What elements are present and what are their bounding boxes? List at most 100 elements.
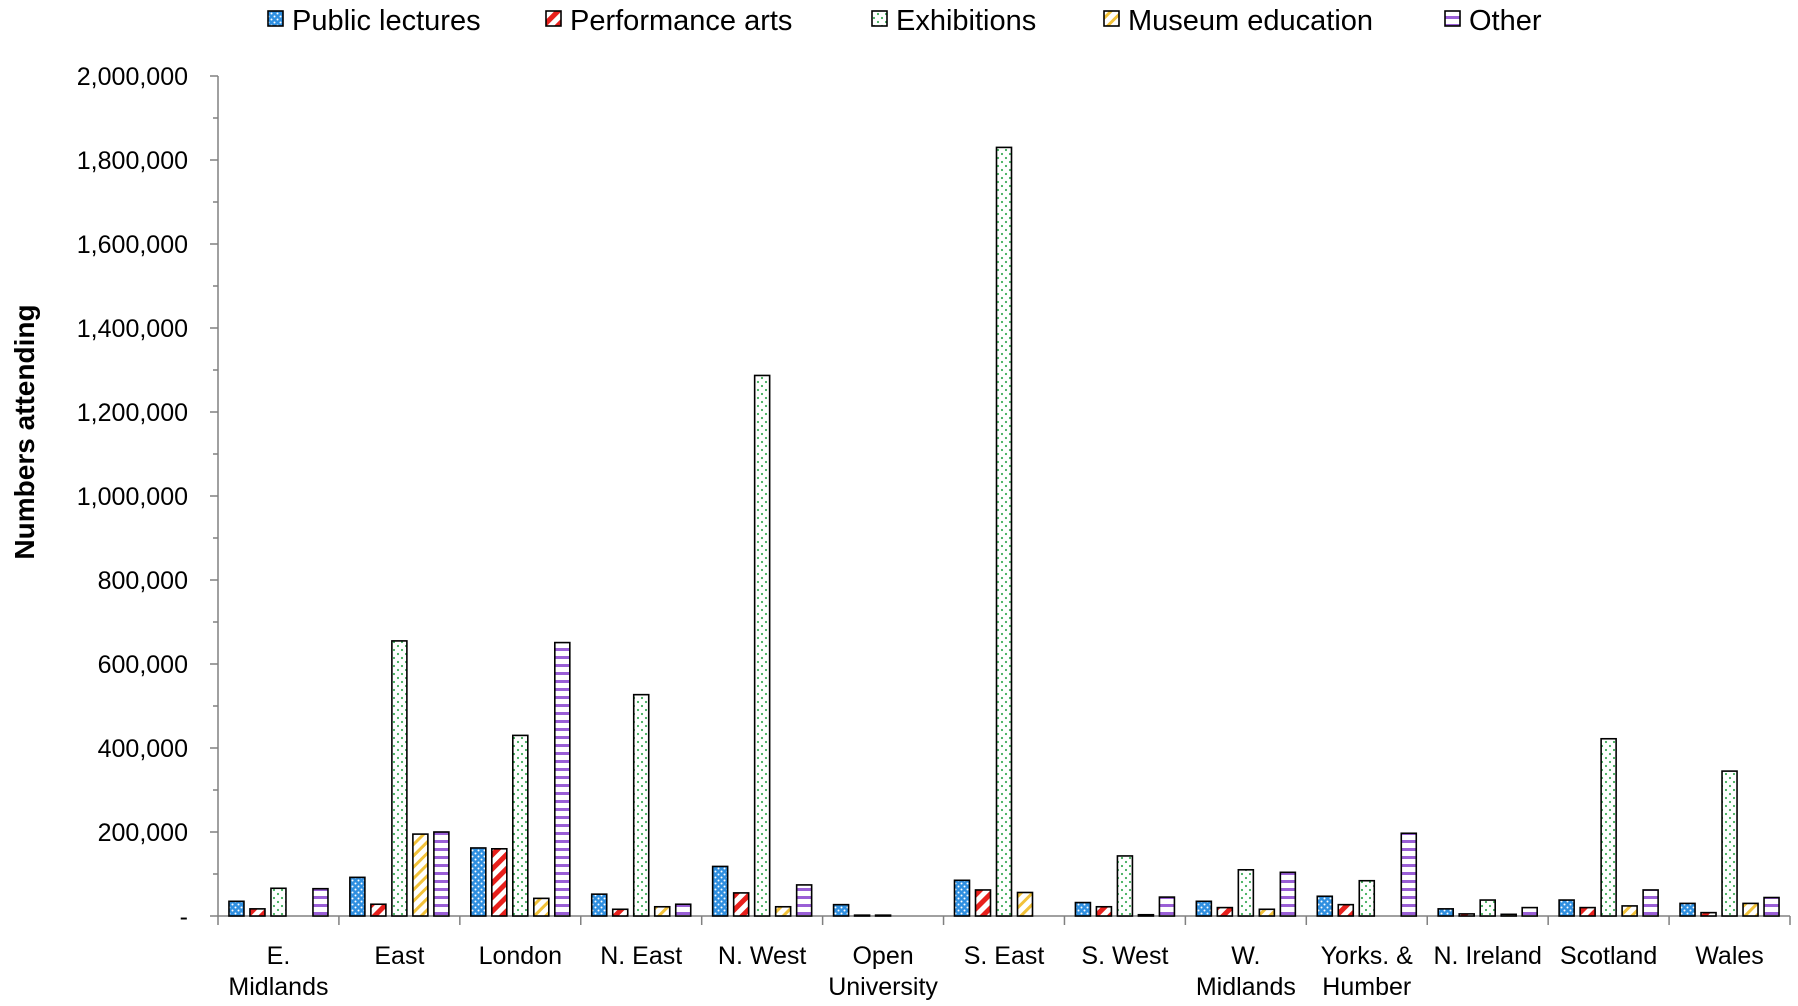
bar-exhibitions [1358, 879, 1376, 917]
y-tick-label: 800,000 [98, 567, 188, 595]
legend: Public lectures Performance arts Exhibitio… [267, 5, 1542, 37]
x-category-label: S. West [1081, 942, 1168, 970]
bar-exhibitions [1116, 855, 1134, 917]
bar-public-lectures [590, 893, 608, 917]
y-tick-label: 1,200,000 [77, 399, 188, 427]
y-tick-label: 2,000,000 [77, 63, 188, 91]
bar-museum-education [412, 833, 429, 917]
bar-performance-arts [1700, 911, 1717, 917]
bar-museum-education [1500, 913, 1517, 917]
bar-public-lectures [1316, 895, 1334, 917]
bar-performance-arts [974, 889, 992, 917]
y-tick-label: 1,400,000 [77, 315, 188, 343]
bar-performance-arts [1337, 903, 1355, 917]
legend-swatch [545, 10, 562, 27]
bar-public-lectures [1437, 908, 1454, 917]
x-category-label: S. East [964, 942, 1045, 970]
bar-other [1763, 896, 1780, 917]
bar-performance-arts [1216, 906, 1234, 917]
bar-other [554, 641, 571, 917]
bar-public-lectures [832, 903, 850, 917]
x-category-label: N. West [718, 942, 806, 970]
x-category-label: Scotland [1560, 942, 1657, 970]
y-tick-label: 1,000,000 [77, 483, 188, 511]
y-tick-label: 600,000 [98, 651, 188, 679]
bar-exhibitions [1237, 868, 1255, 917]
bar-exhibitions [512, 734, 529, 917]
y-tick-label: 1,600,000 [77, 231, 188, 259]
bar-other [312, 887, 329, 917]
x-category-label: London [479, 942, 562, 970]
x-category-label: Yorks. & Humber [1321, 942, 1414, 1001]
bar-public-lectures [1679, 902, 1696, 917]
bars-group [228, 146, 1780, 917]
bar-other [1400, 832, 1418, 917]
bar-performance-arts [1579, 906, 1596, 917]
y-tick-label: 1,800,000 [77, 147, 188, 175]
bar-performance-arts [491, 847, 508, 917]
y-tick-label: - [180, 903, 188, 931]
legend-swatch [267, 10, 284, 27]
bar-exhibitions [391, 640, 408, 917]
bar-museum-education [1137, 913, 1155, 917]
bar-performance-arts [1458, 913, 1475, 917]
bar-museum-education [533, 897, 550, 917]
bar-public-lectures [1558, 899, 1575, 917]
bar-exhibitions [270, 887, 287, 917]
legend-entry-label: Exhibitions [896, 5, 1036, 37]
bar-exhibitions [874, 914, 892, 917]
bar-exhibitions [1721, 770, 1738, 917]
bar-performance-arts [249, 908, 266, 917]
x-category-label: Open University [828, 942, 938, 1001]
bar-museum-education [1258, 908, 1276, 917]
legend-swatch [1103, 10, 1120, 27]
bar-performance-arts [611, 908, 629, 917]
bar-other [795, 884, 813, 917]
bar-public-lectures [1074, 901, 1092, 917]
legend-entry-label: Other [1469, 5, 1542, 37]
x-axis: E. Midlands East London N. East N. West Open Un… [217, 915, 1791, 1001]
bar-performance-arts [370, 903, 387, 917]
bar-public-lectures [228, 900, 245, 917]
bar-public-lectures [470, 847, 487, 917]
bar-other [1642, 889, 1659, 917]
x-category-label: East [374, 942, 424, 970]
bar-other [1521, 906, 1538, 917]
bar-other [433, 831, 450, 917]
x-category-label: W. Midlands [1196, 942, 1296, 1001]
bar-exhibitions [995, 146, 1013, 917]
y-axis-label: Numbers attending [9, 304, 40, 559]
bar-performance-arts [732, 892, 750, 917]
bar-performance-arts [1095, 905, 1113, 917]
bar-public-lectures [953, 879, 971, 917]
legend-entry-label: Public lectures [292, 5, 481, 37]
bar-public-lectures [349, 876, 366, 917]
legend-entry-label: Performance arts [570, 5, 792, 37]
legend-entry-label: Museum education [1128, 5, 1373, 37]
bar-museum-education [774, 905, 792, 917]
x-category-label: N. Ireland [1433, 942, 1541, 970]
bar-public-lectures [1195, 900, 1213, 917]
x-category-label: N. East [600, 942, 682, 970]
bar-performance-arts [853, 914, 871, 917]
bar-museum-education [653, 905, 671, 917]
legend-swatch [1444, 10, 1461, 27]
x-category-label: Wales [1695, 942, 1764, 970]
bar-museum-education [1742, 902, 1759, 917]
y-axis: - 200,000 400,000 600,000 800,000 1,000,000 1,… [77, 63, 219, 931]
bar-other [674, 903, 692, 917]
bar-other [1158, 896, 1176, 917]
x-category-label: E. Midlands [228, 942, 328, 1001]
bar-public-lectures [711, 865, 729, 917]
bar-museum-education [1016, 891, 1034, 917]
y-tick-label: 400,000 [98, 735, 188, 763]
y-tick-label: 200,000 [98, 819, 188, 847]
bar-museum-education [1621, 905, 1638, 917]
bar-exhibitions [753, 374, 771, 917]
legend-swatch [871, 10, 888, 27]
bar-exhibitions [1479, 899, 1496, 917]
bar-other [1279, 871, 1297, 917]
bar-exhibitions [1600, 737, 1617, 917]
